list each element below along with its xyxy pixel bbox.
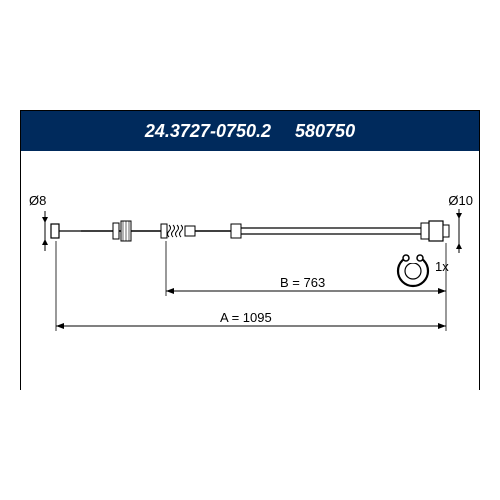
part-number: 24.3727-0750.2 [145,121,271,142]
diagram-body: Ø8 Ø10 1x B = 763 A = 1095 [21,151,479,391]
right-dia-label: Ø10 [448,193,473,208]
right-end-fitting [421,221,449,241]
outer-sheath [241,228,421,234]
left-end-fitting [51,224,81,238]
dim-b-label: B = 763 [276,275,329,290]
left-dia-arrows [42,211,48,251]
sheath-ferrule [161,224,195,238]
diagram-card: 24.3727-0750.2 580750 [20,110,480,390]
retaining-clip-icon [398,253,428,286]
dim-a-label: A = 1095 [216,310,276,325]
clip-qty-label: 1x [435,259,449,274]
collar [231,224,241,238]
header-bar: 24.3727-0750.2 580750 [21,111,479,151]
cable-diagram-svg [21,151,481,391]
left-dia-label: Ø8 [29,193,46,208]
ref-number: 580750 [295,121,355,142]
adjuster-bracket [113,221,131,241]
right-dia-arrows [456,209,462,253]
